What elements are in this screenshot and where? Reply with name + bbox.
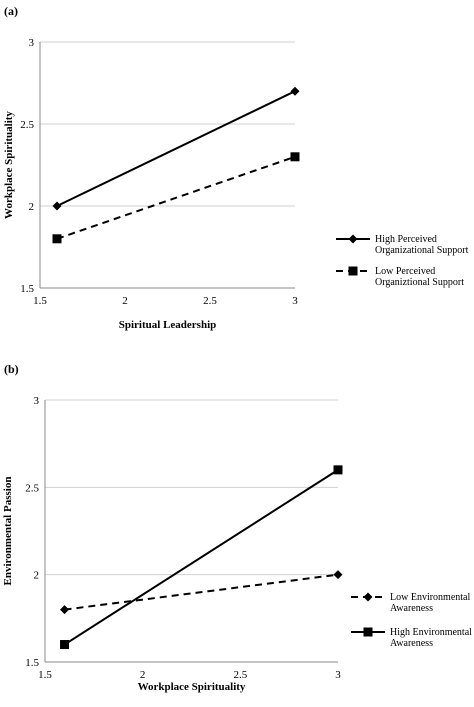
chart-a-series-0-point — [52, 201, 62, 211]
chart-a-y-tick-label: 2.5 — [20, 119, 34, 131]
chart-a-series-0-line — [56, 90, 296, 207]
chart-a-x-tick-label: 1.5 — [33, 295, 47, 307]
chart-a-series-1-line — [56, 155, 296, 240]
chart-a-x-tick-label: 3 — [292, 295, 298, 307]
chart-b-x-tick-label: 1.5 — [38, 669, 52, 681]
chart-a-legend-1-label: Organiztional Support — [375, 277, 464, 288]
chart-a-series-1-point — [52, 234, 62, 244]
chart-a-y-tick-label: 3 — [29, 37, 35, 49]
chart-b-series-0-line — [64, 573, 339, 611]
panel-a-label: (a) — [4, 4, 18, 18]
chart-a-y-tick-label: 1.5 — [20, 283, 34, 295]
chart-b-y-tick-label: 2.5 — [25, 482, 39, 494]
chart-a-x-tick-label: 2.5 — [203, 295, 217, 307]
chart-b-x-axis-title: Workplace Spirituality — [138, 681, 246, 693]
chart-b-series-1-point — [60, 640, 70, 650]
panel-b-label: (b) — [4, 362, 19, 376]
chart-b-x-tick-label: 2.5 — [233, 669, 247, 681]
chart-b-legend-1-marker — [363, 627, 373, 637]
chart-b-legend-0-marker — [363, 592, 373, 602]
chart-a-y-tick-label: 2 — [29, 201, 35, 213]
chart-b-y-axis-title: Environmental Passion — [2, 477, 14, 586]
chart-a-legend-1-label: Low Perceived — [375, 266, 435, 277]
chart-a-x-axis-title: Spiritual Leadership — [119, 319, 217, 331]
chart-b-legend-0-label: Awareness — [390, 603, 433, 614]
chart-a-x-tick-label: 2 — [122, 295, 128, 307]
chart-b-y-tick-label: 1.5 — [25, 657, 39, 669]
chart-b-legend-1-label: High Environmental — [390, 627, 472, 638]
chart-a-series-0-point — [290, 86, 300, 96]
chart-a-legend-1-marker — [348, 266, 358, 276]
chart-b-y-tick-label: 3 — [34, 395, 40, 407]
chart-a-legend-0-label: Organizational Support — [375, 245, 469, 256]
chart-b-legend-0-label: Low Environmental — [390, 592, 470, 603]
chart-a-y-axis-title: Workplace Spirituality — [3, 111, 15, 219]
chart-a-series-1-point — [290, 152, 300, 162]
chart-b-y-tick-label: 2 — [34, 570, 40, 582]
chart-a-legend-0-marker — [348, 234, 358, 244]
chart-a-legend-0-label: High Perceived — [375, 234, 437, 245]
chart-b-series-1-point — [333, 465, 343, 475]
chart-b-series-0-point — [60, 605, 70, 615]
chart-b-legend-1-label: Awareness — [390, 638, 433, 649]
chart-b-x-tick-label: 2 — [140, 669, 146, 681]
chart-b-x-tick-label: 3 — [335, 669, 341, 681]
chart-b-series-0-point — [333, 570, 343, 580]
chart-b-series-1-line — [63, 469, 339, 646]
